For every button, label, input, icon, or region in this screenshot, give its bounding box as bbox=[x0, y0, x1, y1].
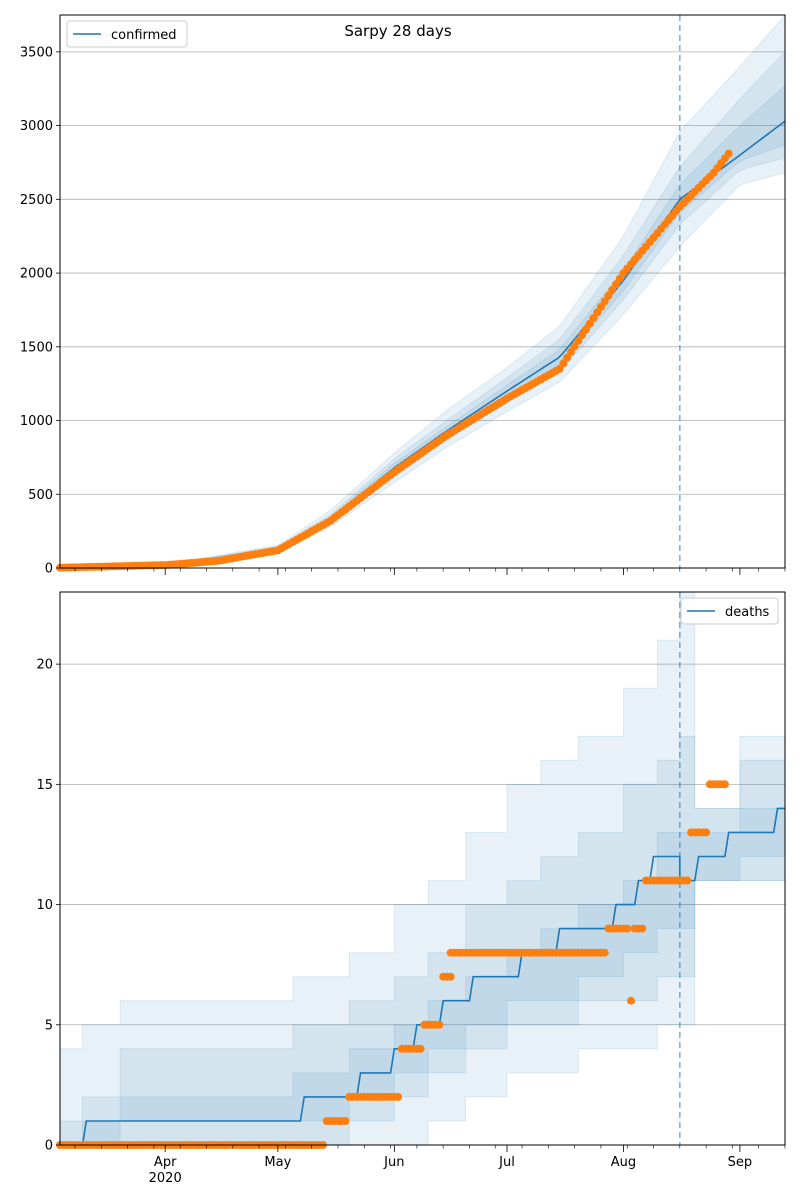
x-tick-label: Aug bbox=[611, 1155, 636, 1170]
confirmed-legend: confirmed bbox=[66, 20, 188, 48]
confirmed-observed-point bbox=[563, 353, 572, 362]
confirmed-observed-point bbox=[604, 291, 613, 300]
deaths-legend: deaths bbox=[680, 597, 779, 625]
deaths-y-tick-label: 20 bbox=[36, 658, 53, 673]
confirmed-observed-point bbox=[600, 297, 609, 306]
deaths-legend-label: deaths bbox=[725, 605, 770, 620]
deaths-y-tick-label: 15 bbox=[36, 778, 53, 793]
confirmed-y-tick-label: 2500 bbox=[20, 193, 53, 208]
x-tick-label: Jun bbox=[383, 1155, 404, 1170]
x-tick-label: May bbox=[264, 1155, 291, 1170]
confirmed-observed-point bbox=[581, 325, 590, 334]
deaths-y-ticks: 0 5 10 15 20 bbox=[36, 658, 60, 1154]
deaths-observed-point bbox=[683, 876, 692, 885]
deaths-observed-point bbox=[600, 948, 609, 957]
x-year-label: 2020 bbox=[149, 1171, 182, 1186]
chart-title: Sarpy 28 days bbox=[344, 22, 451, 40]
confirmed-y-tick-label: 1000 bbox=[20, 414, 53, 429]
confirmed-y-tick-label: 3500 bbox=[20, 45, 53, 60]
deaths-observed-point bbox=[702, 828, 711, 837]
deaths-observed-point bbox=[416, 1044, 425, 1053]
confirmed-y-tick-label: 2000 bbox=[20, 267, 53, 282]
confirmed-observed-point bbox=[596, 302, 605, 311]
x-tick-label: Jul bbox=[498, 1155, 515, 1170]
confirmed-panel: 0 500 1000 1500 2000 2500 3000 3500 Sarpy 28 da… bbox=[20, 14, 786, 577]
deaths-axes-frame bbox=[59, 591, 786, 1146]
confirmed-legend-label: confirmed bbox=[111, 28, 177, 43]
confirmed-axes-frame bbox=[59, 14, 786, 569]
deaths-observed-point bbox=[341, 1117, 350, 1125]
confirmed-observed-point bbox=[608, 286, 617, 294]
deaths-observed-point bbox=[638, 924, 647, 933]
confirmed-y-tick-label: 3000 bbox=[20, 119, 53, 134]
deaths-observed-point bbox=[720, 780, 729, 789]
confirmed-y-tick-label: 500 bbox=[28, 488, 53, 503]
confirmed-observed-point bbox=[589, 314, 598, 323]
confirmed-y-ticks: 0 500 1000 1500 2000 2500 3000 3500 bbox=[20, 45, 60, 577]
deaths-y-tick-label: 5 bbox=[45, 1018, 53, 1033]
deaths-observed-point bbox=[623, 924, 632, 933]
deaths-legend-box bbox=[680, 597, 779, 625]
deaths-observed-point bbox=[446, 972, 455, 981]
deaths-observed-point bbox=[394, 1092, 403, 1101]
confirmed-y-tick-label: 1500 bbox=[20, 340, 53, 355]
confirmed-observed-point bbox=[574, 336, 583, 345]
deaths-observed-point bbox=[435, 1020, 444, 1029]
deaths-y-tick-label: 10 bbox=[36, 898, 53, 913]
x-tick-label: Apr bbox=[154, 1155, 177, 1170]
confirmed-y-tick-label: 0 bbox=[45, 562, 53, 577]
confirmed-legend-box bbox=[66, 20, 188, 48]
confirmed-observed-point bbox=[724, 149, 733, 158]
confirmed-observed-point bbox=[615, 274, 624, 283]
confirmed-observed-points bbox=[56, 149, 733, 572]
confirmed-x-ticks bbox=[74, 568, 786, 575]
deaths-band-1 bbox=[60, 592, 785, 1145]
confirmed-observed-point bbox=[559, 359, 568, 368]
deaths-observed-point bbox=[627, 996, 635, 1005]
x-tick-label: Sep bbox=[728, 1155, 753, 1170]
confirmed-observed-point bbox=[570, 342, 579, 351]
confirmed-observed-point bbox=[555, 364, 564, 373]
deaths-y-tick-label: 0 bbox=[45, 1139, 53, 1154]
